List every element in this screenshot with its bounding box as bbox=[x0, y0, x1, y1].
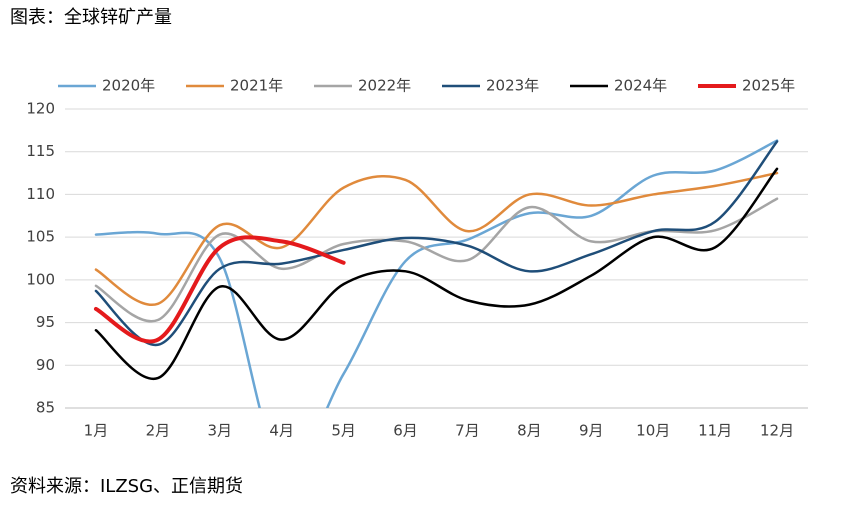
x-tick-label: 7月 bbox=[455, 422, 480, 440]
legend-label: 2021年 bbox=[230, 77, 283, 95]
chart-title: 图表：全球锌矿产量 bbox=[10, 7, 172, 28]
x-tick-label: 10月 bbox=[636, 422, 670, 440]
y-tick-label: 105 bbox=[26, 228, 55, 246]
x-tick-label: 9月 bbox=[579, 422, 604, 440]
legend-label: 2020年 bbox=[102, 77, 155, 95]
series-line bbox=[94, 197, 779, 323]
legend-label: 2023年 bbox=[486, 77, 539, 95]
y-tick-label: 90 bbox=[36, 356, 55, 374]
series-line bbox=[94, 171, 779, 307]
x-tick-label: 3月 bbox=[208, 422, 233, 440]
legend-label: 2024年 bbox=[614, 77, 667, 95]
y-tick-label: 95 bbox=[36, 313, 55, 331]
y-tick-label: 100 bbox=[26, 270, 55, 288]
x-tick-label: 11月 bbox=[698, 422, 732, 440]
y-tick-label: 85 bbox=[36, 399, 55, 417]
x-tick-label: 1月 bbox=[84, 422, 109, 440]
x-tick-label: 8月 bbox=[517, 422, 542, 440]
y-tick-label: 110 bbox=[26, 185, 55, 203]
x-tick-label: 6月 bbox=[393, 422, 418, 440]
legend-label: 2022年 bbox=[358, 77, 411, 95]
series-line bbox=[94, 139, 779, 408]
series-line bbox=[94, 167, 779, 380]
x-tick-label: 2月 bbox=[146, 422, 171, 440]
x-tick-label: 4月 bbox=[269, 422, 294, 440]
series-line bbox=[94, 140, 779, 347]
y-tick-label: 120 bbox=[26, 100, 55, 118]
y-tick-label: 115 bbox=[26, 142, 55, 160]
series-line bbox=[93, 235, 346, 344]
source-note: 资料来源：ILZSG、正信期货 bbox=[10, 476, 243, 497]
plot-area bbox=[93, 139, 779, 408]
x-tick-label: 5月 bbox=[331, 422, 356, 440]
legend-label: 2025年 bbox=[742, 77, 795, 95]
x-tick-label: 12月 bbox=[760, 422, 794, 440]
